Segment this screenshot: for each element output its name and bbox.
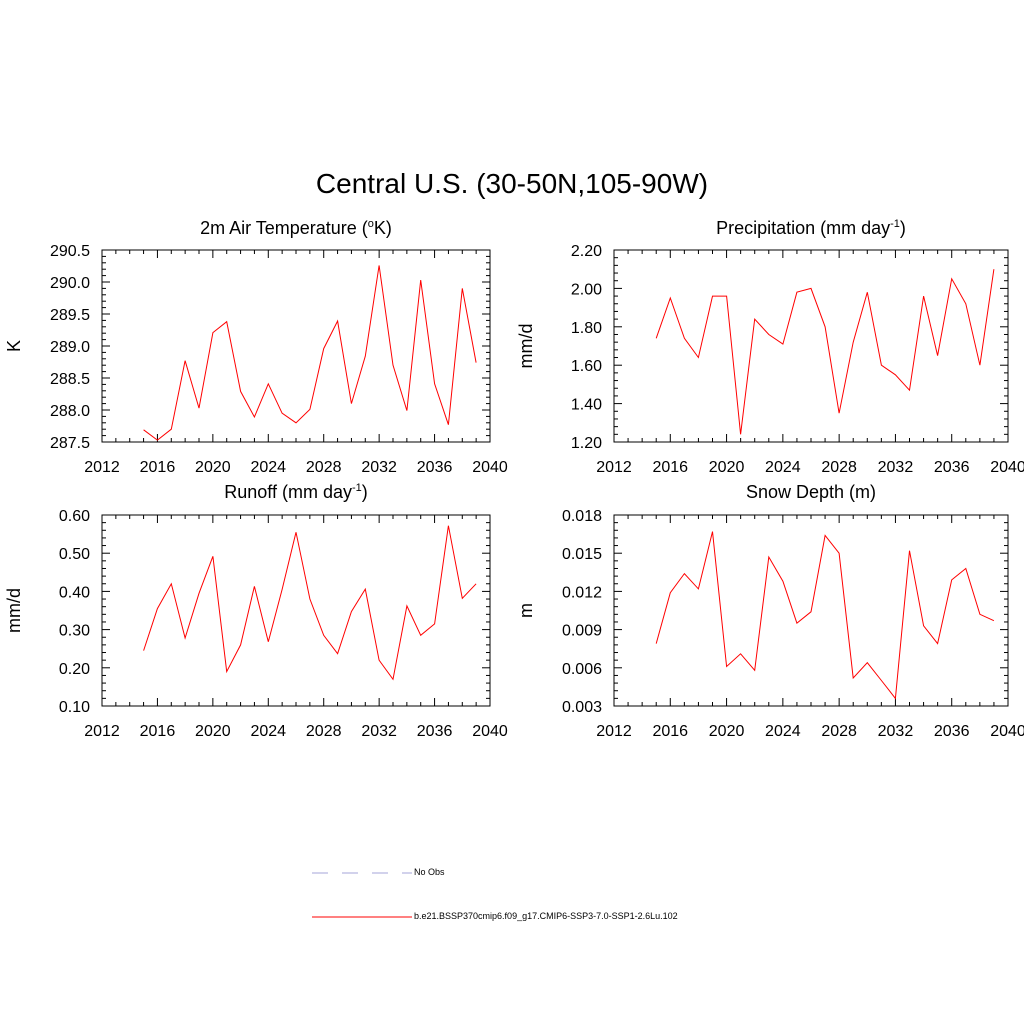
panel-title-tail: ) (899, 218, 906, 238)
legend-label-model: b.e21.BSSP370cmip6.f09_g17.CMIP6-SSP3-7.… (414, 911, 678, 921)
x-tick-label: 2024 (250, 459, 286, 476)
panel-title-tail: K) (373, 218, 392, 238)
panel-title-tail: ) (361, 482, 368, 502)
x-tick-label: 2032 (361, 459, 397, 476)
x-tick-label: 2012 (84, 459, 120, 476)
x-tick-label: 2032 (878, 459, 914, 476)
x-tick-label: 2036 (934, 459, 970, 476)
x-tick-label: 2012 (84, 723, 120, 740)
y-tick-label: 0.10 (59, 699, 90, 716)
x-tick-label: 2020 (709, 459, 745, 476)
y-tick-label: 0.015 (562, 546, 602, 563)
panel-title-snow-depth: Snow Depth (m) (614, 482, 1008, 503)
panel-title-superscript: o (367, 218, 374, 230)
x-tick-label: 2024 (765, 723, 801, 740)
x-tick-label: 2020 (195, 723, 231, 740)
x-tick-label: 2040 (990, 459, 1024, 476)
x-tick-label: 2016 (652, 723, 688, 740)
x-tick-label: 2040 (472, 459, 508, 476)
plot-frame-precipitation (613, 249, 1009, 443)
panel-title-precipitation: Precipitation (mm day-1) (614, 218, 1008, 239)
x-tick-label: 2016 (140, 459, 176, 476)
y-tick-label: 2.00 (571, 281, 602, 298)
legend-label-no-obs: No Obs (414, 867, 445, 877)
y-tick-label: 2.20 (571, 243, 602, 260)
y-tick-label: 0.40 (59, 584, 90, 601)
y-tick-label: 0.20 (59, 661, 90, 678)
y-tick-label: 0.60 (59, 508, 90, 525)
x-tick-label: 2024 (765, 459, 801, 476)
y-axis-label: K (4, 340, 24, 352)
y-tick-label: 1.80 (571, 320, 602, 337)
x-tick-label: 2036 (417, 459, 453, 476)
y-tick-label: 0.003 (562, 699, 602, 716)
y-tick-label: 290.0 (50, 275, 90, 292)
figure-title: Central U.S. (30-50N,105-90W) (315, 168, 709, 199)
y-tick-label: 288.0 (50, 403, 90, 420)
x-tick-label: 2036 (417, 723, 453, 740)
x-tick-label: 2020 (709, 723, 745, 740)
y-tick-label: 287.5 (50, 435, 90, 452)
x-tick-label: 2012 (596, 459, 632, 476)
y-tick-label: 289.0 (50, 339, 90, 356)
y-tick-label: 0.006 (562, 661, 602, 678)
y-tick-label: 0.50 (59, 546, 90, 563)
panel-title-text: Runoff (mm day (224, 482, 352, 502)
y-axis-label: mm/d (4, 588, 24, 633)
panel-title-runoff: Runoff (mm day-1) (102, 482, 490, 503)
x-tick-label: 2028 (306, 459, 342, 476)
y-tick-label: 0.012 (562, 584, 602, 601)
x-tick-label: 2024 (250, 723, 286, 740)
panel-title-text: 2m Air Temperature ( (200, 218, 368, 238)
x-tick-label: 2012 (596, 723, 632, 740)
series-line-runoff (143, 525, 477, 681)
series-line-precipitation (655, 269, 995, 435)
x-tick-label: 2028 (821, 459, 857, 476)
x-tick-label: 2040 (472, 723, 508, 740)
y-tick-label: 0.009 (562, 623, 602, 640)
x-tick-label: 2028 (306, 723, 342, 740)
x-tick-label: 2028 (821, 723, 857, 740)
y-tick-label: 1.20 (571, 435, 602, 452)
y-tick-label: 288.5 (50, 371, 90, 388)
series-line-temperature (143, 265, 477, 441)
x-tick-label: 2040 (990, 723, 1024, 740)
plot-frame-temperature (101, 249, 491, 443)
y-tick-label: 289.5 (50, 307, 90, 324)
y-tick-label: 0.30 (59, 623, 90, 640)
y-tick-label: 290.5 (50, 243, 90, 260)
y-axis-label: m (516, 603, 536, 618)
x-tick-label: 2032 (361, 723, 397, 740)
panel-title-temperature: 2m Air Temperature (oK) (102, 218, 490, 239)
panel-title-text: Precipitation (mm day (716, 218, 891, 238)
series-line-snow-depth (655, 531, 995, 700)
x-tick-label: 2020 (195, 459, 231, 476)
x-tick-label: 2036 (934, 723, 970, 740)
y-tick-label: 1.40 (571, 397, 602, 414)
y-axis-label: mm/d (516, 324, 536, 369)
y-tick-label: 1.60 (571, 358, 602, 375)
panel-title-superscript: -1 (351, 482, 362, 494)
x-tick-label: 2016 (140, 723, 176, 740)
y-tick-label: 0.018 (562, 508, 602, 525)
x-tick-label: 2016 (652, 459, 688, 476)
panel-title-text: Snow Depth (m) (745, 482, 877, 502)
panel-title-superscript: -1 (890, 218, 900, 230)
x-tick-label: 2032 (878, 723, 914, 740)
plot-frame-runoff (101, 514, 491, 707)
